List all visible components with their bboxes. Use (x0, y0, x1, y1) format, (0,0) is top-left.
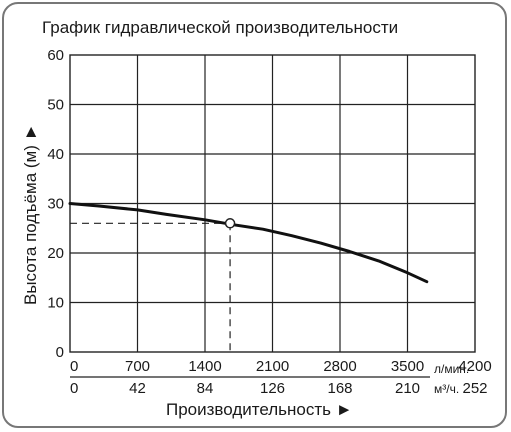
x-tick-label-secondary: 42 (129, 380, 146, 397)
reference-lines (70, 222, 231, 352)
y-tick-label: 10 (47, 295, 64, 312)
y-tick-label: 50 (47, 97, 64, 114)
y-tick-label: 60 (47, 47, 64, 64)
y-tick-label: 0 (56, 344, 64, 361)
performance-curve (68, 202, 429, 284)
x-tick-label-primary: 2100 (256, 358, 289, 375)
x-tick-label-primary: 2800 (323, 358, 356, 375)
x-tick-labels-secondary: 0 42 84 126 168 210 252 (70, 380, 488, 397)
chart-grid (69, 54, 476, 353)
x-tick-label-secondary: 0 (70, 380, 78, 397)
y-tick-labels: 0 10 20 30 40 50 60 (47, 47, 64, 361)
x-tick-label-secondary: 210 (395, 380, 420, 397)
x-axis-label: Производительность ► (166, 400, 353, 419)
x-tick-label-secondary: 168 (327, 380, 352, 397)
performance-curve-line (68, 202, 429, 284)
operating-point-marker (224, 218, 236, 229)
x-tick-label-secondary: 126 (260, 380, 285, 397)
x-tick-label-secondary: 84 (197, 380, 214, 397)
x-tick-labels-primary: 0 700 1400 2100 2800 3500 4200 (70, 358, 492, 375)
y-axis-label: Высота подъёма (м) ► (21, 124, 40, 305)
x-unit-primary: л/мин. (434, 362, 469, 376)
y-tick-label: 30 (47, 196, 64, 213)
x-tick-label-primary: 4200 (458, 358, 491, 375)
y-tick-label: 40 (47, 146, 64, 163)
chart-frame (2, 2, 507, 428)
x-tick-label-primary: 1400 (188, 358, 221, 375)
x-tick-label-primary: 3500 (391, 358, 424, 375)
x-tick-label-primary: 0 (70, 358, 78, 375)
x-tick-label-secondary: 252 (462, 380, 487, 397)
x-unit-secondary: м³/ч. (434, 382, 459, 396)
x-tick-label-primary: 700 (125, 358, 150, 375)
chart-title: График гидравлической производительности (42, 18, 398, 37)
y-tick-label: 20 (47, 245, 64, 262)
